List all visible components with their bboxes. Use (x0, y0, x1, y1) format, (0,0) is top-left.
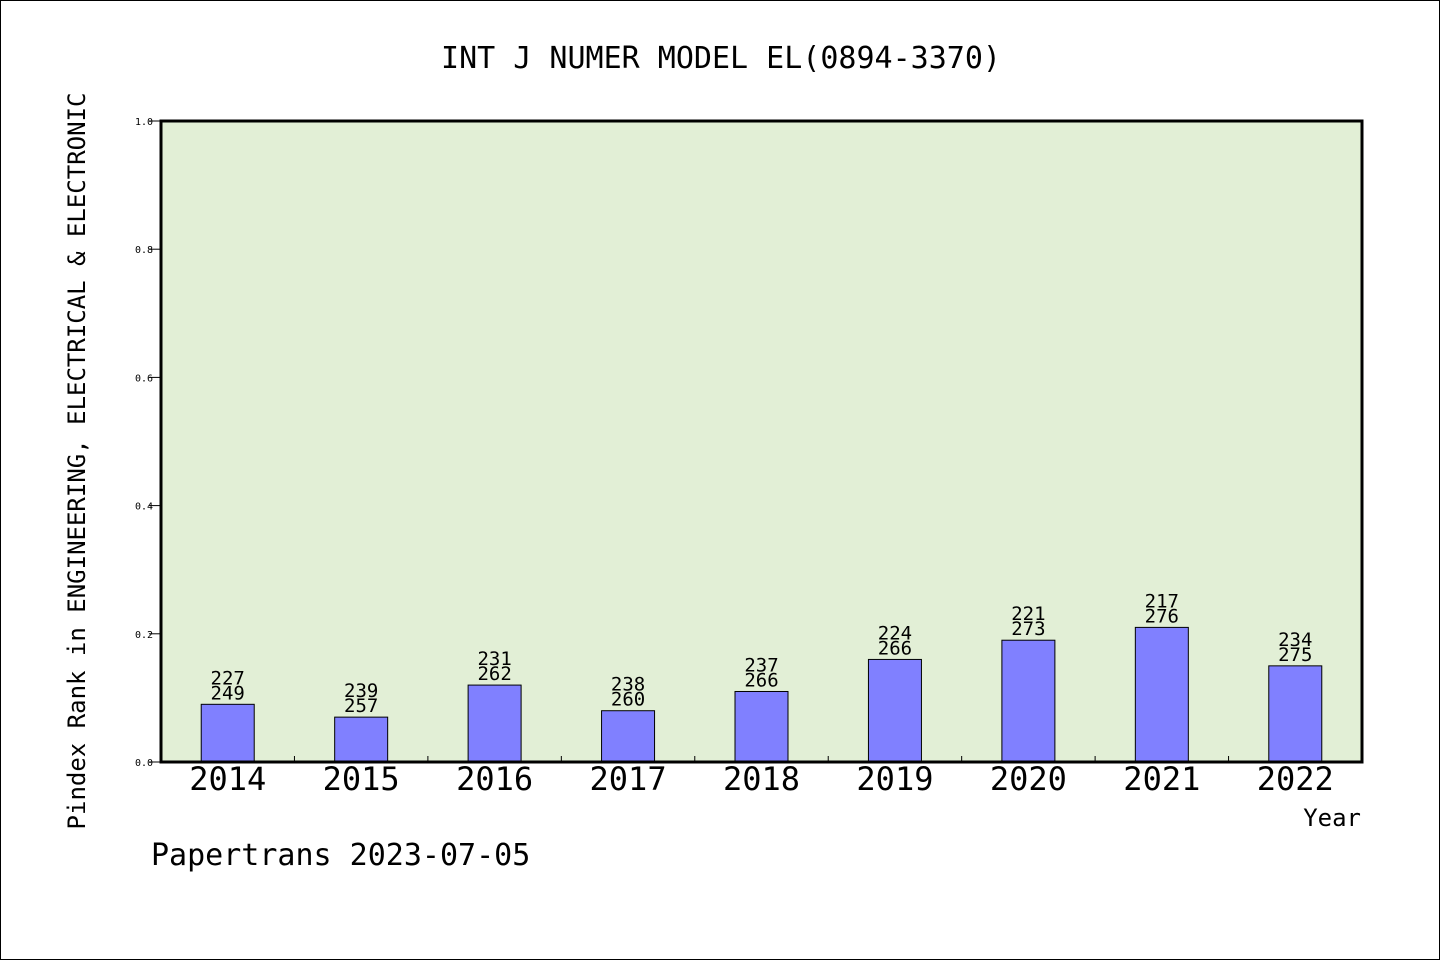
bar-2017 (601, 710, 656, 763)
x-axis-label: Year (1303, 804, 1361, 832)
plot-border (159, 119, 1364, 764)
total-label: 266 (744, 669, 778, 691)
total-label: 257 (344, 695, 378, 717)
bar-2020 (1001, 639, 1056, 763)
y-axis-label: Pindex Rank in ENGINEERING, ELECTRICAL &… (63, 93, 91, 830)
chart-title: INT J NUMER MODEL EL(0894-3370) (441, 41, 1001, 76)
bar-2019 (867, 658, 922, 763)
x-tick-label: 2021 (1123, 760, 1200, 798)
total-label: 260 (611, 689, 645, 711)
y-tick-label: 1.0 (135, 117, 153, 128)
y-tick-label: 0.0 (135, 758, 153, 769)
rank-label: 227 (211, 667, 245, 689)
bar-2015 (334, 716, 389, 763)
rank-label: 224 (878, 622, 912, 644)
y-tick-label: 0.2 (135, 630, 153, 641)
bar-2022 (1268, 665, 1323, 763)
y-tick-label: 0.4 (135, 502, 153, 513)
bar-2016 (467, 684, 522, 763)
total-label: 249 (211, 682, 245, 704)
bar-2018 (734, 690, 789, 763)
rank-label: 217 (1145, 590, 1179, 612)
x-tick-label: 2018 (723, 760, 800, 798)
x-tick-label: 2020 (990, 760, 1067, 798)
footer-credit: Papertrans 2023-07-05 (151, 838, 530, 873)
y-tick-label: 0.8 (135, 245, 153, 256)
total-label: 275 (1278, 644, 1312, 666)
rank-label: 234 (1278, 629, 1312, 651)
bar-2014 (200, 703, 255, 763)
total-label: 266 (878, 637, 912, 659)
x-tick-label: 2015 (323, 760, 400, 798)
x-tick-label: 2019 (856, 760, 933, 798)
x-tick-label: 2014 (189, 760, 266, 798)
y-tick-label: 0.6 (135, 373, 153, 384)
x-tick-label: 2016 (456, 760, 533, 798)
rank-label: 231 (477, 648, 511, 670)
rank-label: 237 (744, 654, 778, 676)
x-tick-label: 2022 (1257, 760, 1334, 798)
total-label: 262 (477, 663, 511, 685)
bars (200, 626, 1323, 763)
rank-label: 239 (344, 680, 378, 702)
bar-2021 (1134, 626, 1189, 763)
total-label: 273 (1011, 618, 1045, 640)
axis-ticks: 0.0 0.2 0.4 0.6 0.8 1.0 (135, 117, 1230, 769)
x-tick-label: 2017 (590, 760, 667, 798)
total-label: 276 (1145, 605, 1179, 627)
rank-label: 238 (611, 674, 645, 696)
rank-label: 221 (1011, 603, 1045, 625)
